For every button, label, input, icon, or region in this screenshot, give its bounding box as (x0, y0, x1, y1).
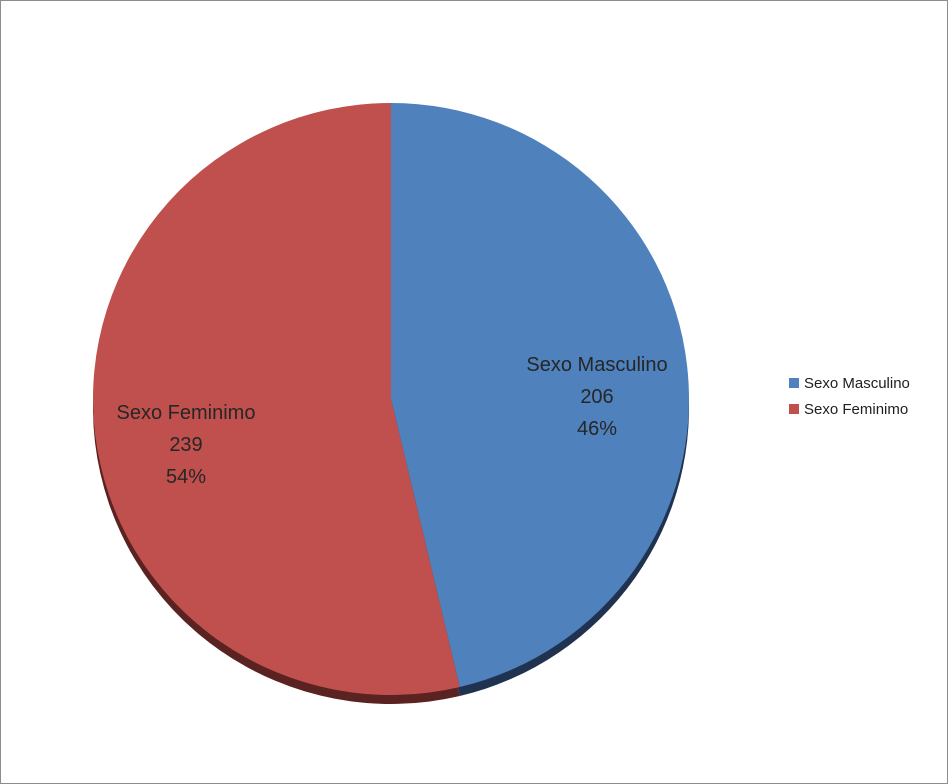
legend-item-sexo-masculino: Sexo Masculino (789, 370, 910, 396)
pie-slice-sexo-feminimo (92, 103, 460, 695)
data-label-value: 206 (580, 386, 613, 408)
data-label-name: Sexo Feminimo (117, 402, 256, 424)
legend-label: Sexo Masculino (804, 374, 910, 392)
legend-item-sexo-feminimo: Sexo Feminimo (789, 396, 910, 422)
data-label-name: Sexo Masculino (526, 354, 667, 376)
data-label-value: 239 (169, 434, 202, 456)
legend-label: Sexo Feminimo (804, 400, 909, 418)
data-label-percent: 46% (577, 418, 617, 440)
data-label-sexo-masculino: Sexo Masculino 206 46% (526, 354, 667, 440)
data-label-sexo-feminimo: Sexo Feminimo 239 54% (117, 402, 256, 488)
pie-slices (92, 103, 689, 695)
legend-swatch (789, 404, 799, 414)
pie-data-labels: Sexo Masculino 206 46% Sexo Feminimo 239 54% (117, 354, 668, 488)
pie-slice-sexo-masculino (391, 103, 689, 687)
legend-swatch (789, 378, 799, 388)
data-label-percent: 54% (166, 466, 206, 488)
legend: Sexo Masculino Sexo Feminimo (789, 370, 910, 422)
